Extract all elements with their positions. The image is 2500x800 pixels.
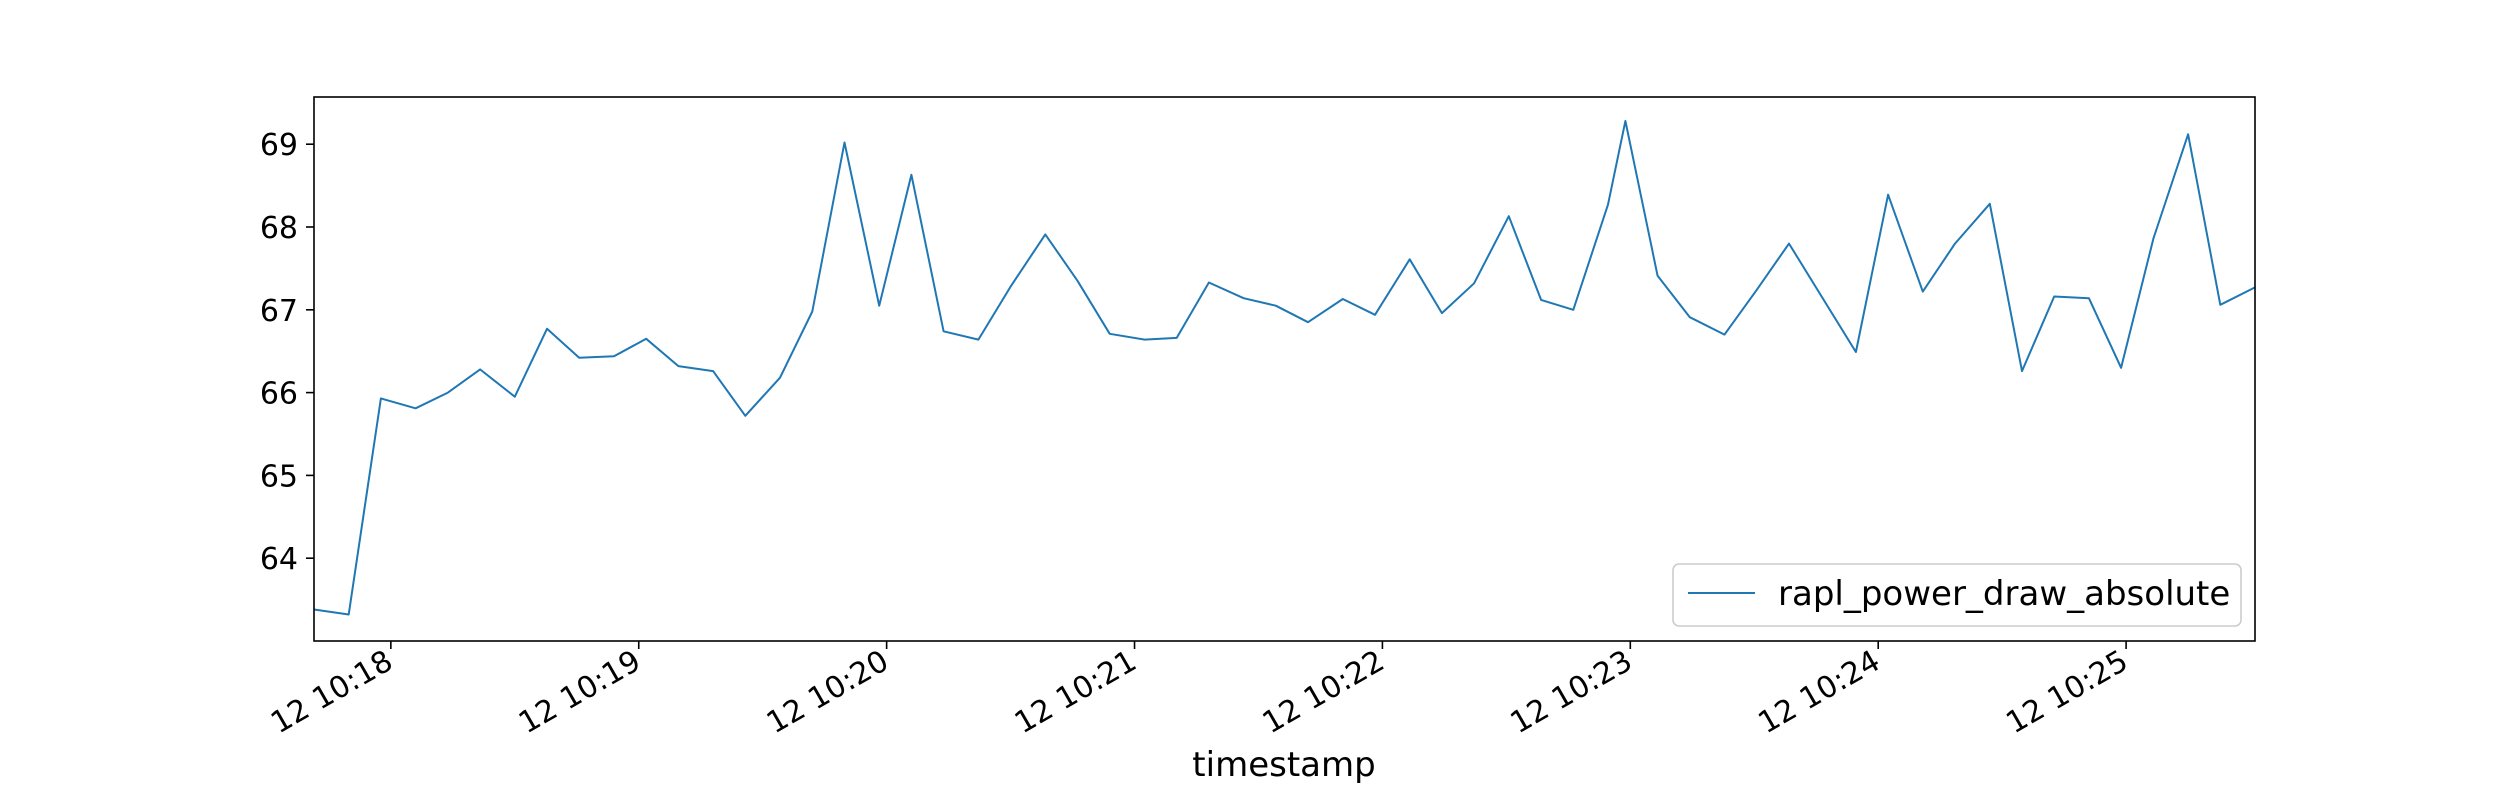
x-tick-label: 12 10:20 — [761, 644, 895, 741]
x-tick-label: 12 10:22 — [1257, 644, 1391, 741]
series-line-0 — [313, 120, 2256, 616]
x-tick-label: 12 10:25 — [2000, 644, 2134, 741]
x-tick-label: 12 10:24 — [1753, 644, 1887, 741]
y-tick-label: 66 — [260, 377, 298, 412]
x-tick-label: 12 10:21 — [1009, 644, 1143, 741]
plot-frame — [313, 96, 2256, 642]
y-tick-label: 65 — [260, 459, 298, 494]
x-axis: 12 10:18 12 10:19 12 10:20 12 10:21 12 10:22… — [265, 641, 2134, 741]
legend-entry-label: rapl_power_draw_absolute — [1778, 574, 2230, 614]
x-tick-label: 12 10:23 — [1505, 644, 1639, 741]
y-tick-label: 64 — [260, 542, 298, 577]
y-tick-label: 68 — [260, 211, 298, 246]
y-tick-label: 69 — [260, 128, 298, 163]
y-axis: 64 65 66 67 68 69 — [260, 128, 314, 577]
legend-box — [1672, 563, 2242, 627]
x-tick-label: 12 10:19 — [513, 644, 647, 741]
series-layer — [313, 120, 2256, 616]
legend: rapl_power_draw_absolute — [1672, 563, 2242, 627]
y-tick-label: 67 — [260, 294, 298, 329]
x-tick-label: 12 10:18 — [265, 644, 399, 741]
plot-area — [314, 97, 2255, 641]
x-axis-label: timestamp — [1192, 745, 1375, 785]
